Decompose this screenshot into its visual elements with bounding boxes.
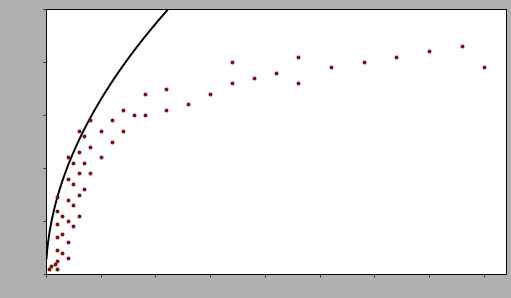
Point [51,261,59,266]
Point [162,86,171,91]
Point [64,198,72,202]
Point [58,213,66,218]
Point [141,91,149,96]
Point [64,240,72,245]
Point [228,81,236,86]
Point [129,113,137,117]
Point [64,219,72,224]
Point [108,118,116,123]
Point [48,264,56,268]
Point [294,54,302,59]
Point [86,171,94,176]
Point [80,134,88,139]
Point [58,232,66,237]
Point [75,192,83,197]
Point [75,213,83,218]
Point [272,70,280,75]
Point [228,60,236,64]
Point [480,65,488,70]
Point [86,145,94,149]
Point [184,102,193,107]
Point [53,221,61,226]
Point [141,113,149,117]
Point [45,266,53,271]
Point [69,181,78,186]
Point [75,128,83,133]
Point [80,160,88,165]
Point [53,235,61,239]
Point [108,139,116,144]
Point [119,128,127,133]
Point [119,107,127,112]
Point [162,107,171,112]
Point [64,155,72,160]
Point [53,248,61,253]
Point [458,44,466,49]
Point [250,75,258,80]
Point [69,224,78,229]
Point [206,91,214,96]
Point [53,266,61,271]
Point [80,187,88,192]
Point [294,81,302,86]
Point [64,256,72,261]
Point [53,195,61,200]
Point [327,65,335,70]
Point [53,259,61,263]
Point [86,118,94,123]
Point [53,208,61,213]
Point [69,160,78,165]
Point [97,155,105,160]
Point [425,49,433,54]
Point [359,60,367,64]
Point [392,54,401,59]
Point [69,203,78,208]
Point [75,171,83,176]
Point [75,150,83,155]
Point [58,251,66,255]
Point [64,176,72,181]
Point [97,128,105,133]
